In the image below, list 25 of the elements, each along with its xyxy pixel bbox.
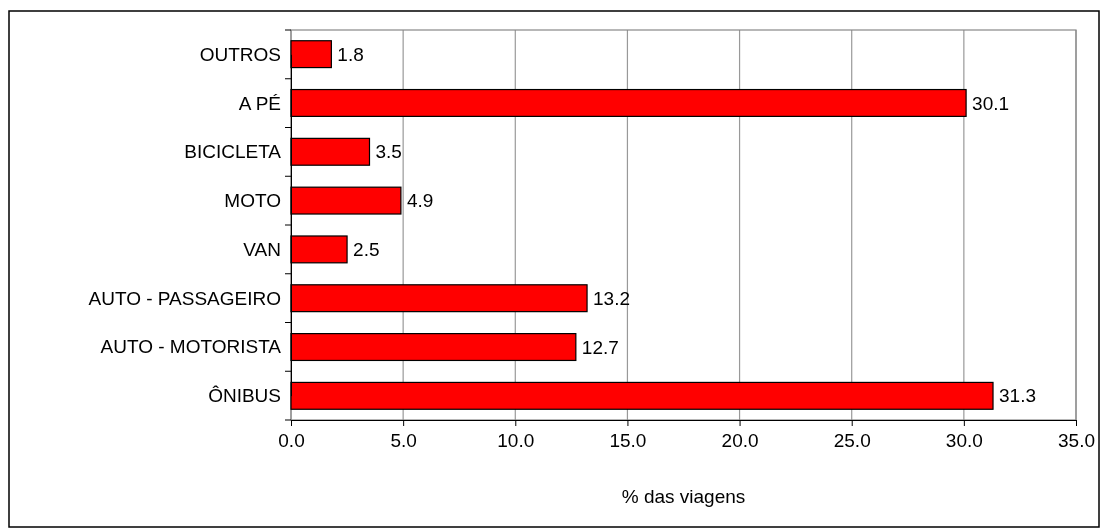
x-tick-label: 25.0	[833, 430, 871, 452]
x-tick-label: 35.0	[1058, 430, 1095, 452]
x-tick-label: 5.0	[390, 430, 417, 452]
y-tick-label: VAN	[243, 238, 281, 260]
data-label: 13.2	[593, 287, 631, 309]
x-tick-label: 20.0	[721, 430, 759, 452]
data-label: 4.9	[406, 190, 434, 212]
x-tick-label: 0.0	[278, 430, 305, 452]
data-label: 12.7	[581, 336, 619, 358]
x-tick-label: 15.0	[609, 430, 647, 452]
y-tick-label: AUTO - PASSAGEIRO	[88, 287, 281, 309]
y-tick-label: MOTO	[224, 190, 281, 212]
x-tick-label: 10.0	[497, 430, 535, 452]
data-label: 31.3	[999, 385, 1036, 407]
y-tick-label: A PÉ	[238, 92, 281, 114]
y-tick-label: AUTO - MOTORISTA	[100, 336, 282, 358]
y-tick-label: ÔNIBUS	[208, 385, 281, 407]
x-tick-label: 30.0	[945, 430, 983, 452]
data-label: 3.5	[375, 141, 402, 163]
data-label: 1.8	[337, 43, 364, 65]
x-axis-title: % das viagens	[621, 486, 746, 507]
data-label: 2.5	[353, 239, 380, 261]
data-label: 30.1	[972, 92, 1010, 114]
y-tick-label: BICICLETA	[184, 141, 282, 163]
y-tick-label: OUTROS	[199, 43, 281, 65]
